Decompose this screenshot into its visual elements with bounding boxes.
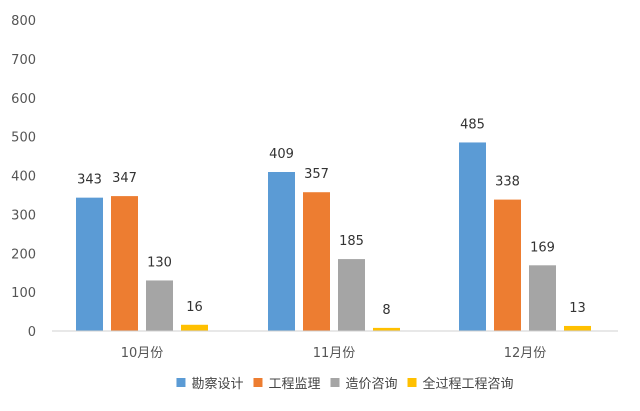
data-label: 16 <box>186 300 203 315</box>
data-label: 130 <box>147 255 172 270</box>
bar-2-2 <box>303 192 330 331</box>
y-tick-label: 400 <box>11 170 36 185</box>
legend-label: 全过程工程咨询 <box>423 376 514 392</box>
y-tick-label: 600 <box>11 92 36 107</box>
legend-swatch <box>253 378 263 387</box>
bar-1-2 <box>268 172 295 331</box>
legend-label: 造价咨询 <box>346 377 398 392</box>
legend-label: 工程监理 <box>268 377 320 392</box>
y-tick-label: 800 <box>11 14 36 29</box>
legend-item: 工程监理 <box>253 377 321 392</box>
data-label: 347 <box>112 171 137 186</box>
data-label: 169 <box>530 240 555 255</box>
legend-swatch <box>330 378 340 387</box>
bar-2-3 <box>494 199 521 331</box>
legend-label: 勘察设计 <box>191 377 243 392</box>
data-label: 185 <box>339 234 364 249</box>
bar-3-3 <box>529 265 556 331</box>
x-category-label: 11月份 <box>313 346 356 361</box>
y-axis: 0 100 200 300 400 500 600 700 800 <box>11 14 36 340</box>
y-tick-label: 700 <box>11 53 36 68</box>
y-tick-label: 100 <box>11 286 36 301</box>
bar-2-1 <box>111 196 138 331</box>
data-label: 13 <box>569 301 586 316</box>
data-label: 485 <box>460 117 485 132</box>
legend-item: 勘察设计 <box>176 377 243 392</box>
bar-4-1 <box>181 324 208 331</box>
bar-4-3 <box>564 325 591 331</box>
bars <box>76 142 591 331</box>
y-tick-label: 500 <box>11 131 36 146</box>
bar-3-1 <box>146 280 173 331</box>
data-label: 409 <box>269 147 294 162</box>
x-category-label: 10月份 <box>121 346 164 361</box>
x-category-label: 12月份 <box>504 346 547 361</box>
data-label: 343 <box>77 173 102 188</box>
data-labels: 343 347 130 16 409 357 185 8 485 338 169 13 <box>77 117 586 317</box>
legend-item: 全过程工程咨询 <box>407 376 514 392</box>
bar-1-3 <box>459 142 486 331</box>
bar-4-2 <box>373 327 400 331</box>
bar-3-2 <box>338 259 365 331</box>
y-tick-label: 0 <box>28 325 36 340</box>
bar-1-1 <box>76 197 103 331</box>
data-label: 357 <box>304 167 329 182</box>
legend-swatch <box>176 378 186 387</box>
legend: 勘察设计 工程监理 造价咨询 全过程工程咨询 <box>176 376 514 392</box>
y-tick-label: 200 <box>11 247 36 262</box>
legend-item: 造价咨询 <box>330 377 398 392</box>
y-tick-label: 300 <box>11 208 36 223</box>
legend-swatch <box>407 378 417 387</box>
data-label: 8 <box>382 303 390 318</box>
x-axis: 10月份 11月份 12月份 <box>121 346 547 361</box>
data-label: 338 <box>495 175 520 190</box>
